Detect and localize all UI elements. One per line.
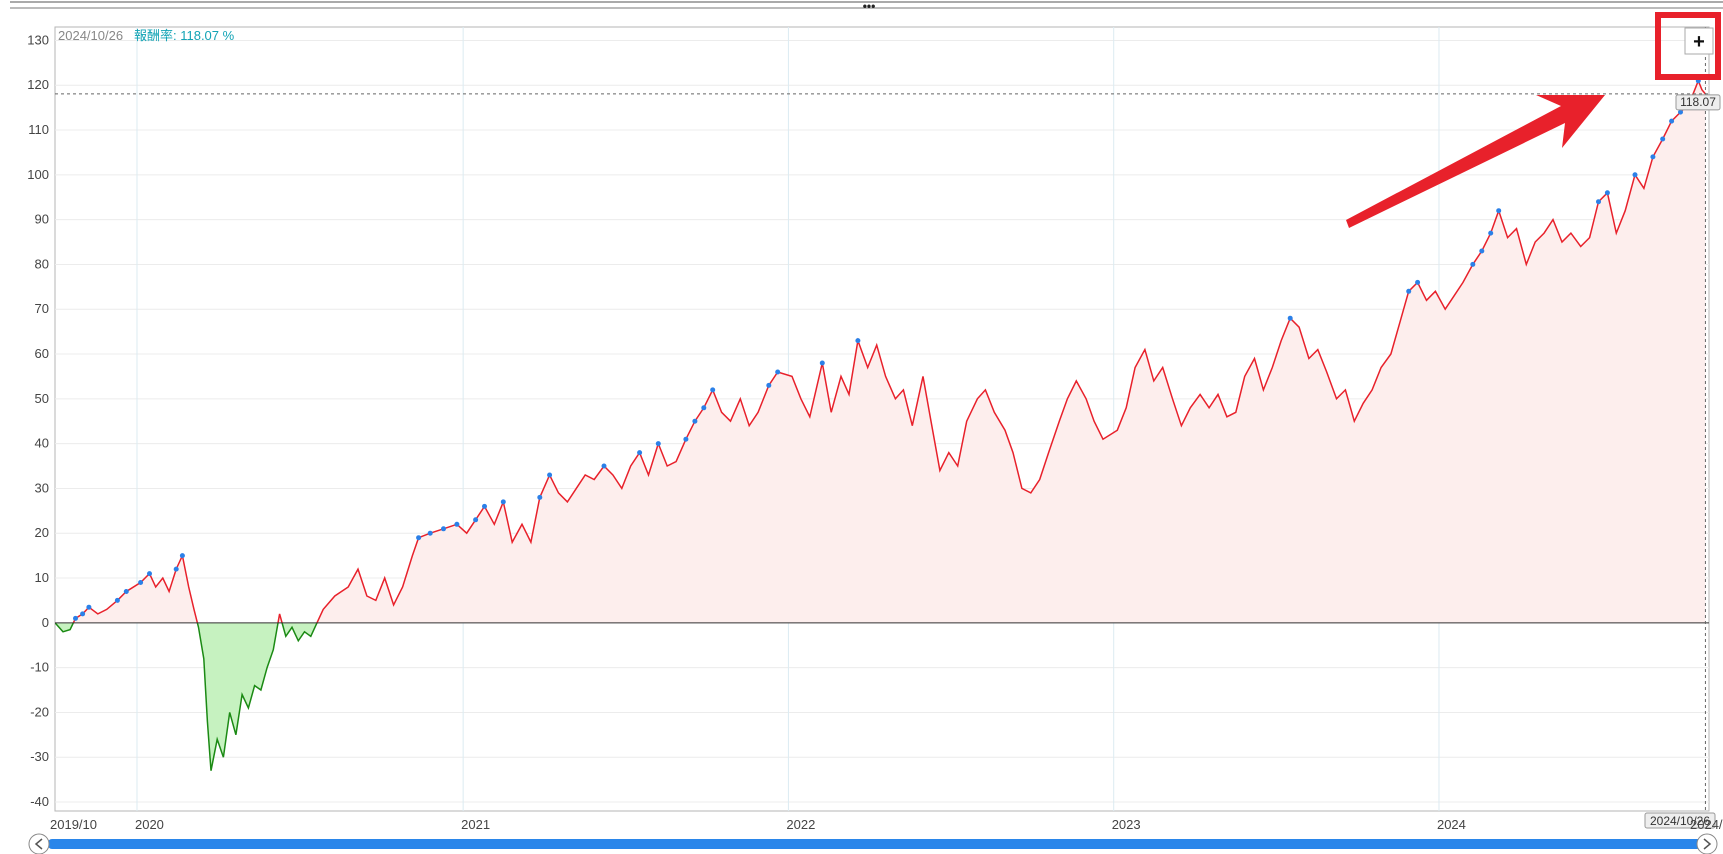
new-high-marker — [86, 604, 92, 610]
timeline-scrollbar[interactable] — [48, 839, 1703, 849]
new-high-marker — [819, 360, 825, 366]
new-high-marker — [775, 369, 781, 375]
scroll-right-icon — [1703, 838, 1712, 850]
new-high-marker — [427, 530, 433, 536]
new-high-marker — [1479, 248, 1485, 254]
new-high-marker — [482, 503, 487, 509]
crosshair-date-tag-label: 2024/10/26 — [1650, 814, 1710, 828]
new-high-marker — [537, 494, 543, 500]
new-high-marker — [179, 553, 185, 559]
new-high-marker — [1650, 154, 1656, 160]
header-date: 2024/10/26 — [58, 28, 123, 43]
y-tick-label: 110 — [28, 122, 49, 137]
plot-frame — [54, 26, 1710, 812]
new-high-marker — [454, 521, 460, 527]
new-high-marker — [547, 472, 553, 478]
x-tick-label: 2024 — [1437, 817, 1466, 832]
y-tick-label: -10 — [30, 660, 49, 675]
annotation-arrow — [1346, 95, 1605, 228]
y-tick-label: 80 — [35, 256, 49, 271]
new-high-marker — [80, 611, 86, 617]
current-value-tag-label: 118.07 — [1680, 95, 1716, 109]
y-tick-label: 60 — [35, 346, 49, 361]
new-high-marker — [441, 526, 446, 532]
y-axis-ticks: 1301201101009080706050403020100-10-20-30… — [27, 32, 49, 809]
new-high-marker — [1604, 190, 1610, 196]
new-high-marker — [692, 418, 698, 424]
y-tick-label: 30 — [35, 480, 49, 495]
y-tick-label: 130 — [27, 32, 49, 47]
zoom-button-label: + — [1693, 31, 1705, 53]
new-high-marker — [710, 387, 716, 393]
new-high-marker — [123, 589, 129, 594]
positive-return-line — [55, 78, 1706, 623]
new-high-marker — [1632, 172, 1638, 178]
new-high-marker — [1488, 230, 1494, 236]
y-tick-label: 100 — [27, 167, 49, 182]
new-high-marker — [1660, 136, 1666, 142]
new-high-marker — [637, 450, 643, 456]
new-high-marker — [655, 441, 661, 447]
new-high-marker — [114, 597, 120, 603]
x-tick-label: 2020 — [135, 817, 164, 832]
x-tick-label: 2019/10 — [50, 817, 97, 832]
x-axis-ticks: 2019/10 2020 2021 2022 2023 2024 — [50, 817, 1466, 832]
new-high-marker — [701, 405, 707, 411]
x-axis-end-label: 2024/10 — [1690, 817, 1723, 832]
crosshair-date-tag — [1644, 812, 1716, 829]
positive-area-fill — [55, 80, 1706, 623]
scroll-left-button[interactable] — [28, 833, 50, 854]
x-tick-label: 2022 — [786, 817, 815, 832]
new-high-marker — [416, 535, 422, 541]
new-high-marker — [855, 338, 861, 344]
x-tick-label: 2021 — [461, 817, 490, 832]
highlight-box — [1655, 12, 1721, 80]
new-high-marker — [683, 436, 689, 442]
y-tick-label: 90 — [35, 212, 49, 227]
new-high-marker — [1470, 261, 1476, 267]
current-value-tag — [1675, 94, 1721, 111]
scroll-right-button[interactable] — [1696, 833, 1718, 854]
new-high-marker — [173, 566, 179, 572]
y-tick-label: -30 — [30, 749, 49, 764]
new-high-marker — [138, 580, 144, 585]
y-tick-label: 70 — [35, 301, 49, 316]
series-layer — [55, 78, 1709, 771]
new-high-marker — [601, 463, 607, 469]
zoom-button[interactable] — [1684, 27, 1714, 55]
new-high-marker — [1406, 288, 1412, 294]
new-high-marker — [147, 571, 152, 577]
negative-return-line — [55, 622, 318, 771]
y-tick-label: 20 — [35, 525, 49, 540]
y-tick-label: -20 — [30, 704, 49, 719]
new-high-marker — [500, 499, 506, 505]
new-high-marker — [73, 615, 78, 621]
y-tick-label: 40 — [35, 436, 49, 451]
new-high-marker — [473, 517, 479, 523]
y-tick-label: 0 — [42, 615, 49, 630]
negative-area-fill — [55, 622, 317, 771]
y-tick-label: -40 — [30, 794, 49, 809]
new-high-marker — [1287, 315, 1293, 321]
new-high-marker — [1678, 109, 1683, 115]
new-high-marker — [1415, 279, 1421, 285]
new-high-marker — [1669, 118, 1675, 124]
y-tick-label: 10 — [35, 570, 49, 585]
x-tick-label: 2023 — [1112, 817, 1141, 832]
y-tick-label: 120 — [27, 77, 49, 92]
header-return-rate: 報酬率: 118.07 % — [134, 28, 235, 43]
scroll-left-icon — [34, 838, 43, 850]
new-high-marker — [766, 382, 772, 388]
new-high-marker — [1596, 199, 1601, 205]
new-high-marker — [1496, 208, 1502, 214]
panel-grip-handle[interactable]: ••• — [863, 0, 876, 13]
y-tick-label: 50 — [35, 391, 49, 406]
